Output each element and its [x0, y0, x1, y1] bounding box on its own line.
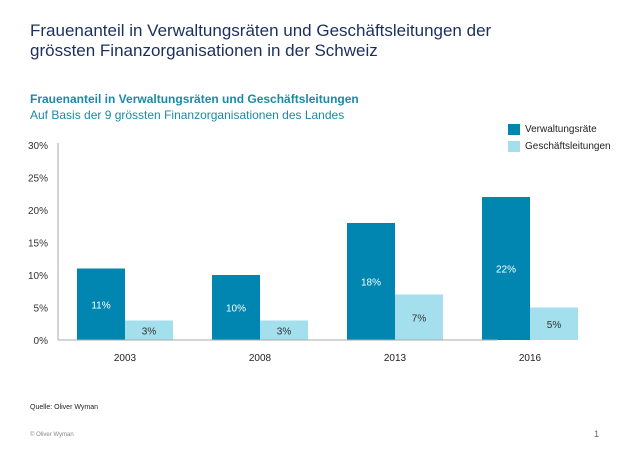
- y-tick-label: 15%: [28, 239, 48, 250]
- y-tick-label: 10%: [28, 271, 48, 282]
- data-label: 3%: [142, 326, 157, 337]
- legend-label: Geschäftsleitungen: [525, 141, 611, 152]
- y-tick-label: 0%: [34, 336, 49, 347]
- chart-title: Frauenanteil in Verwaltungsräten und Ges…: [30, 92, 359, 106]
- legend-swatch: [508, 141, 520, 152]
- slide-title: Frauenanteil in Verwaltungsräten und Ges…: [30, 21, 492, 60]
- bar: [347, 223, 395, 340]
- x-tick-label: 2008: [249, 353, 272, 364]
- bar: [125, 320, 173, 340]
- bar: [260, 320, 308, 340]
- copyright: © Oliver Wyman: [30, 432, 74, 438]
- data-label: 18%: [361, 278, 381, 289]
- legend-swatch: [508, 124, 520, 135]
- y-tick-label: 25%: [28, 174, 48, 185]
- y-tick-label: 30%: [28, 141, 48, 152]
- bar: [395, 294, 443, 340]
- data-label: 7%: [412, 313, 427, 324]
- source-note: Quelle: Oliver Wyman: [30, 404, 99, 411]
- data-label: 3%: [277, 326, 292, 337]
- legend-item-geschaeftsleitungen: Geschäftsleitungen: [508, 141, 611, 152]
- data-label: 5%: [547, 320, 562, 331]
- page-number: 1: [594, 429, 600, 439]
- y-tick-label: 5%: [34, 304, 49, 315]
- x-tick-label: 2013: [384, 353, 407, 364]
- bar: [77, 268, 125, 340]
- legend-item-verwaltungsraete: Verwaltungsräte: [508, 124, 597, 135]
- x-tick-label: 2003: [114, 353, 137, 364]
- data-label: 11%: [91, 300, 110, 311]
- x-tick-label: 2016: [519, 353, 542, 364]
- bar: [212, 275, 260, 340]
- bar: [530, 307, 578, 340]
- data-label: 22%: [496, 265, 516, 276]
- bar: [482, 197, 530, 340]
- legend-label: Verwaltungsräte: [525, 124, 597, 135]
- y-tick-label: 20%: [28, 206, 48, 217]
- chart-subtitle: Auf Basis der 9 grössten Finanzorganisat…: [30, 108, 345, 122]
- data-label: 10%: [226, 304, 246, 315]
